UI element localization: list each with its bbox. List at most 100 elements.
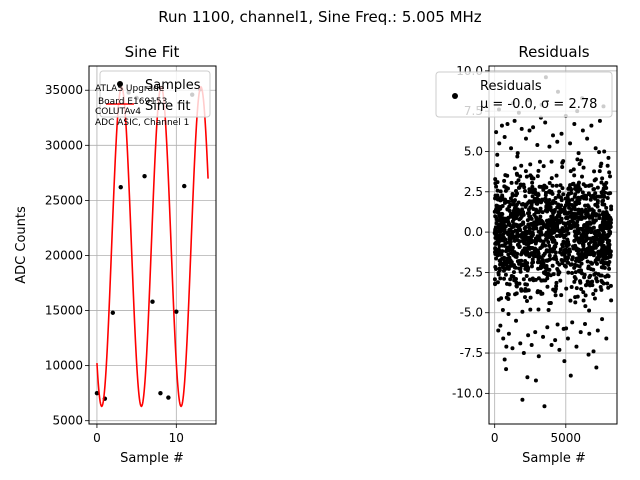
residual-point xyxy=(568,186,573,191)
residual-point xyxy=(505,207,510,212)
residual-point xyxy=(525,250,530,255)
residual-point xyxy=(501,222,506,227)
residual-point xyxy=(597,242,602,247)
residual-point xyxy=(495,163,500,168)
residual-point xyxy=(541,241,546,246)
residual-point xyxy=(570,271,575,276)
residual-point xyxy=(579,287,584,292)
sine-fit-ticks: 0 10 5000 10000 15000 20000 25000 30000 35000 xyxy=(45,83,184,445)
residual-point xyxy=(538,206,543,211)
residual-point xyxy=(536,256,541,261)
sine-fit-title: Sine Fit xyxy=(125,43,180,61)
residual-point xyxy=(523,295,528,300)
residual-point xyxy=(505,186,510,191)
residual-point xyxy=(495,237,500,242)
residual-point xyxy=(506,312,511,317)
residual-point xyxy=(608,229,613,234)
residuals-x-tick-label: 5000 xyxy=(551,431,582,445)
residual-point xyxy=(585,230,590,235)
residual-point xyxy=(518,269,523,274)
residual-point xyxy=(553,254,558,259)
residual-point xyxy=(527,210,532,215)
residual-point xyxy=(514,222,519,227)
residual-point xyxy=(493,177,498,182)
residual-point xyxy=(525,298,530,303)
residual-point xyxy=(528,307,533,312)
residual-point xyxy=(587,308,592,313)
residual-point xyxy=(597,118,602,123)
annotation-line-3: COLUTAv4 xyxy=(95,107,141,117)
residual-point xyxy=(497,268,502,273)
residuals-title: Residuals xyxy=(518,43,589,61)
residual-point xyxy=(516,185,521,190)
sine-fit-y-tick-label: 25000 xyxy=(45,193,83,207)
sample-point xyxy=(182,183,187,189)
residual-point xyxy=(502,134,507,139)
residual-point xyxy=(520,231,525,236)
residual-point xyxy=(579,236,584,241)
residual-point xyxy=(497,243,502,248)
residual-point xyxy=(559,209,564,214)
residual-point xyxy=(512,278,517,283)
residual-point xyxy=(595,199,600,204)
residual-point xyxy=(560,261,565,266)
residual-point xyxy=(500,212,505,217)
residuals-y-tick-label: 0.0 xyxy=(464,225,483,239)
residual-point xyxy=(593,177,598,182)
sample-point xyxy=(94,390,100,396)
residual-point xyxy=(501,336,506,341)
residual-point xyxy=(592,239,597,244)
residual-point xyxy=(528,214,533,219)
annotation-line-2: Board E169153 xyxy=(98,97,167,107)
figure-suptitle: Run 1100, channel1, Sine Freq.: 5.005 MH… xyxy=(158,8,482,26)
residual-point xyxy=(515,211,520,216)
residual-point xyxy=(545,209,550,214)
residuals-y-tick-label: -5.0 xyxy=(460,306,483,320)
residual-point xyxy=(607,259,612,264)
residual-point xyxy=(573,259,578,264)
residual-point xyxy=(577,161,582,166)
residual-point xyxy=(578,280,583,285)
residual-point xyxy=(535,174,540,179)
residual-point xyxy=(536,307,541,312)
residual-point xyxy=(546,308,551,313)
residual-point xyxy=(525,268,530,273)
residual-point xyxy=(542,251,547,256)
residual-point xyxy=(593,288,598,293)
residual-point xyxy=(567,210,572,215)
residual-point xyxy=(553,293,558,298)
residual-point xyxy=(523,237,528,242)
residual-point xyxy=(500,249,505,254)
residual-point xyxy=(508,239,513,244)
residual-point xyxy=(545,249,550,254)
residual-point xyxy=(563,196,568,201)
residual-point xyxy=(569,203,574,208)
residual-point xyxy=(527,128,532,133)
residual-point xyxy=(506,199,511,204)
residual-point xyxy=(587,331,592,336)
residual-point xyxy=(515,151,520,156)
residual-point xyxy=(500,193,505,198)
residual-point xyxy=(505,246,510,251)
residual-point xyxy=(554,217,559,222)
residual-point xyxy=(536,354,541,359)
residual-point xyxy=(576,195,581,200)
residual-point xyxy=(593,271,598,276)
residual-point xyxy=(517,239,522,244)
residual-point xyxy=(564,286,569,291)
residual-point xyxy=(599,278,604,283)
residual-point xyxy=(499,123,504,128)
residuals-legend-box xyxy=(435,71,613,118)
residual-point xyxy=(522,189,527,194)
residual-point xyxy=(501,217,506,222)
residual-point xyxy=(524,174,529,179)
residual-point xyxy=(608,174,613,179)
residual-point xyxy=(541,164,546,169)
residual-point xyxy=(529,342,534,347)
residual-point xyxy=(503,272,508,277)
residual-point xyxy=(520,309,525,314)
residual-point xyxy=(545,276,550,281)
residual-point xyxy=(572,274,577,279)
residual-point xyxy=(526,229,531,234)
residual-point xyxy=(568,141,573,146)
